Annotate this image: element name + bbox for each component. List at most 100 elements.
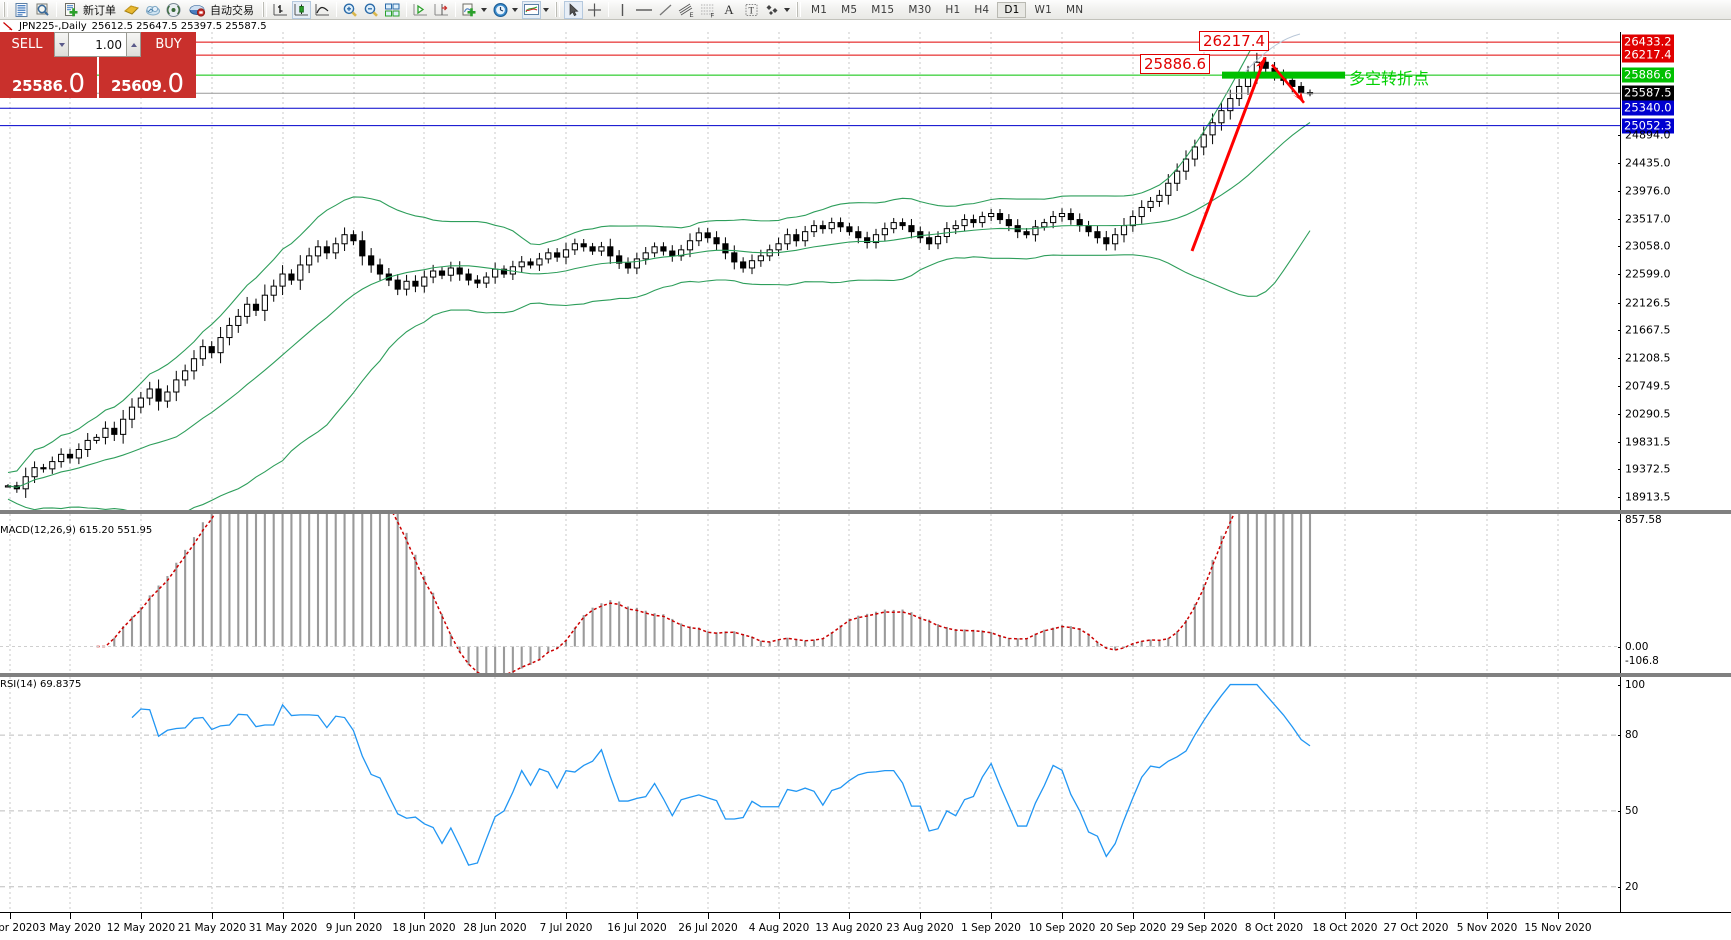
period-dropdown-icon[interactable] [512,7,518,12]
timeframe-m1[interactable]: M1 [811,3,828,16]
volume-down-button[interactable] [54,32,69,57]
candle-body [279,273,286,287]
x-tick-mark [1558,913,1559,919]
macd-indicator-label[interactable]: MACD(12,26,9) 615.20 551.95 [0,525,153,536]
candlestick-series[interactable] [4,52,1314,498]
timeframe-h4[interactable]: H4 [974,3,990,16]
one-click-trading-panel[interactable]: SELL 1.00 BUY 25586 . 0 25609 . 0 [0,32,196,98]
macd-y-axis[interactable]: 857.58 0.00 -106.8 [1618,514,1731,673]
cursor-button[interactable] [564,0,583,19]
market-watch-button[interactable] [12,1,31,19]
rsi-pane[interactable] [0,677,1620,912]
timeframe-m5[interactable]: M5 [841,3,858,16]
volume-stepper[interactable]: 1.00 [54,32,141,57]
price-level-label[interactable]: 25587.5 [1622,85,1674,101]
downtrend-arrow-line[interactable] [1271,63,1305,104]
sell-button[interactable]: SELL [0,32,54,57]
toolbar-separator-3 [406,2,407,17]
autotrading-label[interactable]: 自动交易 [210,3,254,17]
equidistant-channel-button[interactable]: E [677,1,696,19]
price-level-label[interactable]: 25886.6 [1622,67,1674,83]
indicators-dropdown-icon[interactable] [481,7,487,12]
candlestick-chart-button[interactable] [292,0,311,19]
rsi-y-axis[interactable]: 100 80 50 20 [1618,677,1731,912]
indicators-button[interactable] [460,1,479,19]
horizontal-line-button[interactable] [634,1,654,19]
chart-arrow-icon [3,21,13,30]
tile-windows-button[interactable] [383,1,402,19]
new-order-label[interactable]: 新订单 [83,3,116,17]
macd-pane[interactable] [0,514,1620,673]
timeframe-d1[interactable]: D1 [997,1,1027,18]
volume-input[interactable]: 1.00 [69,32,126,57]
price-chart-pane[interactable] [0,32,1620,510]
toolbar-grip-4[interactable] [796,2,801,17]
bar-chart-button[interactable] [271,1,290,19]
autotrading-button[interactable] [188,1,207,19]
trendline-icon [659,4,672,15]
price-level-label[interactable]: 26217.4 [1622,47,1674,63]
timeframe-h1[interactable]: H1 [945,3,961,16]
templates-dropdown-icon[interactable] [543,7,549,12]
price-level-label[interactable]: 26433.2 [1622,34,1674,50]
macd-canvas[interactable] [0,514,1620,673]
candle-body [624,262,632,269]
price-chart-canvas[interactable] [0,32,1620,510]
fibonacci-button[interactable]: F [698,1,717,19]
text-button[interactable]: A [719,1,739,19]
timeframe-m15[interactable]: M15 [871,3,895,16]
candle-body [421,276,428,287]
turning-point-note[interactable]: 多空转折点 [1349,69,1430,88]
vertical-line-button[interactable] [613,1,632,19]
zoom-out-button[interactable] [362,1,381,19]
new-order-button[interactable] [61,1,80,19]
price-level-label[interactable]: 25052.3 [1622,118,1674,134]
toolbar-grip-2[interactable] [262,2,267,17]
toolbar-grip[interactable] [3,2,8,17]
price-level-label[interactable]: 25340.0 [1622,100,1674,116]
rsi-line [131,683,1311,866]
chart-shift-button[interactable] [432,1,451,19]
data-window-button[interactable] [33,1,52,19]
rsi-indicator-label[interactable]: RSI(14) 69.8375 [0,679,82,690]
candle-body [633,258,640,269]
buy-price-display[interactable]: 25609 . 0 [99,57,196,98]
crosshair-button[interactable] [585,1,604,19]
volume-up-button[interactable] [126,32,141,57]
price-y-axis[interactable]: 24435.0 23976.0 23517.0 23058.0 22599.0 22126… [1618,32,1731,510]
candle-body [1236,85,1243,100]
uptrend-arrow-line[interactable] [1190,56,1267,252]
candle-body [917,231,924,239]
buy-button[interactable]: BUY [141,32,196,57]
expert-advisors-button[interactable] [143,1,162,19]
metaeditor-button[interactable] [122,1,141,19]
toolbar-grip-3[interactable] [555,2,560,17]
auto-scroll-button[interactable] [411,1,430,19]
timeframe-w1[interactable]: W1 [1034,3,1052,16]
signals-button[interactable] [164,1,183,19]
timeframe-mn[interactable]: MN [1065,3,1084,16]
line-chart-button[interactable] [313,1,332,19]
shapes-dropdown-icon[interactable] [784,7,790,12]
pane-separator-macd[interactable] [0,510,1731,514]
price-tag-lower[interactable]: 25886.6 [1140,54,1211,74]
shapes-button[interactable] [763,1,782,19]
period-button[interactable] [491,1,510,19]
oct-top-row: SELL 1.00 BUY [0,32,196,57]
sell-price-display[interactable]: 25586 . 0 [0,57,97,98]
buy-price-integer: 25609 [110,77,162,95]
text-label-button[interactable]: T [741,1,761,19]
x-tick-mark [920,913,921,919]
rsi-canvas[interactable] [0,677,1620,912]
price-tag-upper[interactable]: 26217.4 [1199,31,1270,51]
x-tick-label: 26 Jul 2020 [678,922,738,934]
timeframe-m30[interactable]: M30 [908,3,932,16]
trendline-button[interactable] [656,1,675,19]
tile-windows-icon [385,3,400,16]
templates-button[interactable] [522,0,541,19]
zoom-in-button[interactable] [341,1,360,19]
metaeditor-icon [124,4,139,15]
candle-body [819,225,826,230]
pane-separator-rsi[interactable] [0,673,1731,677]
